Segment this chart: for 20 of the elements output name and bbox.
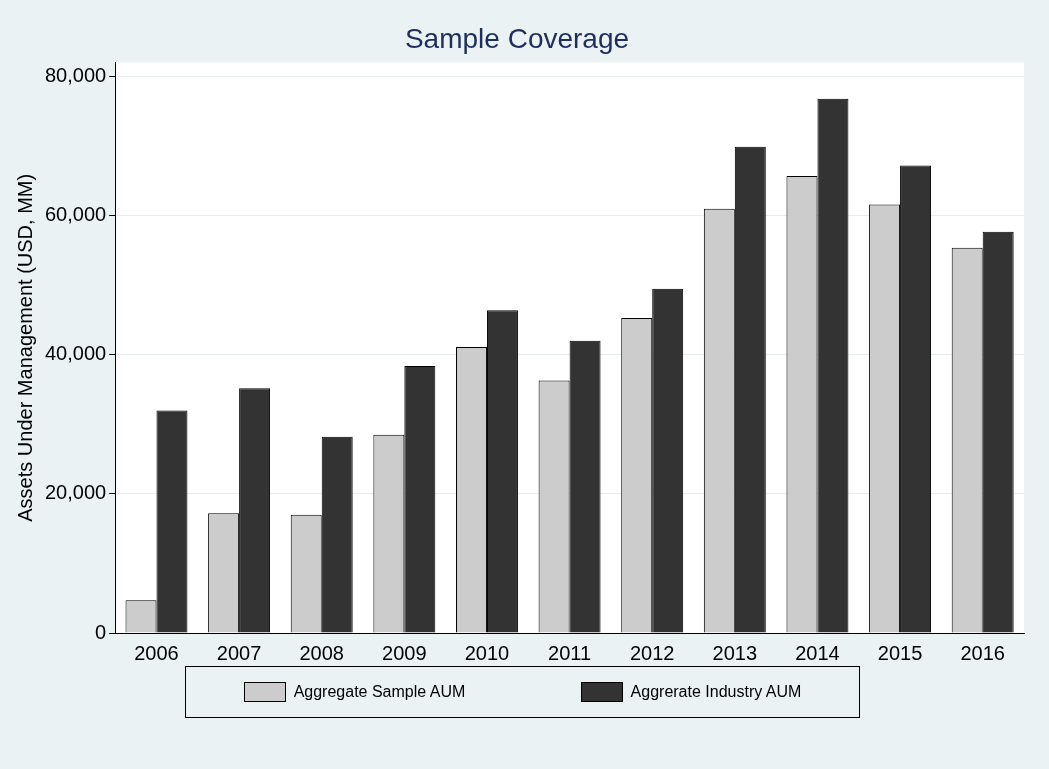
chart-title: Sample Coverage [404, 22, 630, 54]
y-tick-label: 0 [95, 620, 107, 643]
x-tick-label: 2016 [960, 641, 1005, 664]
x-tick-label: 2008 [299, 641, 344, 664]
legend-label: Aggregate Sample AUM [293, 683, 466, 701]
x-tick-label: 2011 [548, 641, 592, 664]
x-tick-label: 2014 [795, 641, 840, 664]
x-tick-label: 2009 [382, 641, 427, 664]
y-tick-label: 60,000 [45, 203, 107, 226]
legend-label: Aggrerate Industry AUM [630, 683, 802, 701]
y-tick-label: 80,000 [45, 64, 107, 87]
x-tick-label: 2015 [877, 641, 923, 664]
x-tick-label: 2013 [712, 641, 758, 664]
x-tick-label: 2007 [216, 641, 262, 664]
x-tick-label: 2012 [629, 641, 675, 664]
y-tick-label: 40,000 [45, 342, 107, 365]
x-tick-label: 2006 [134, 641, 179, 664]
y-tick-label: 20,000 [45, 481, 107, 504]
y-axis-title: Assets Under Management (USD, MM) [13, 173, 36, 522]
x-tick-label: 2010 [464, 641, 510, 664]
